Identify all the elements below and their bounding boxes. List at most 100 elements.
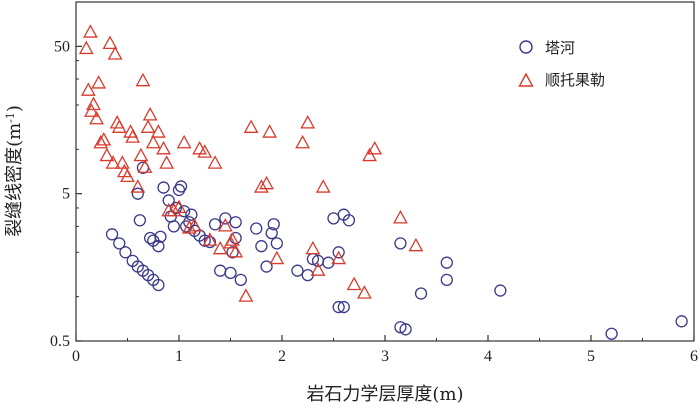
point-tahe [219, 212, 232, 225]
x-tick-label: 6 [690, 348, 698, 365]
point-tahe [255, 240, 268, 253]
point-shuntuoguole [262, 124, 278, 138]
legend-label-tahe: 塔河 [545, 39, 575, 57]
y-axis-title-sup: -1 [4, 112, 17, 123]
point-shuntuoguole [202, 232, 218, 246]
point-tahe [174, 180, 188, 193]
point-tahe [105, 228, 119, 241]
point-shuntuoguole [259, 175, 274, 190]
point-tahe [270, 237, 284, 250]
point-shuntuoguole [102, 35, 118, 49]
point-shuntuoguole [80, 82, 96, 96]
point-tahe [226, 246, 239, 259]
point-tahe [399, 323, 412, 336]
point-shuntuoguole [217, 218, 233, 232]
point-shuntuoguole [207, 155, 223, 169]
point-tahe [332, 300, 345, 314]
point-tahe [157, 181, 170, 194]
point-tahe [162, 194, 175, 207]
legend-marker-tahe [519, 40, 533, 54]
point-tahe [229, 216, 242, 229]
y-tick-label: 50 [54, 38, 70, 55]
point-shuntuoguole [367, 140, 383, 155]
point-tahe [203, 235, 217, 249]
data-points [78, 24, 688, 340]
x-tick-label: 2 [278, 348, 286, 365]
point-tahe [337, 300, 350, 314]
x-tick-label: 1 [175, 348, 183, 365]
point-tahe [675, 315, 688, 328]
point-shuntuoguole [135, 72, 151, 87]
point-tahe [322, 256, 335, 269]
y-tick-label: 0.5 [50, 333, 70, 350]
point-tahe [152, 278, 165, 292]
point-shuntuoguole [331, 250, 347, 265]
point-shuntuoguole [166, 202, 182, 217]
point-shuntuoguole [151, 124, 166, 138]
point-tahe [113, 237, 126, 250]
point-tahe [224, 266, 237, 280]
axis-ticks: 0 1 2 3 4 5 6 0.5 5 50 [50, 38, 698, 365]
x-tick-label: 0 [72, 348, 80, 365]
point-shuntuoguole [105, 155, 121, 169]
point-shuntuoguole [91, 75, 107, 89]
point-tahe [440, 273, 453, 287]
point-tahe [131, 187, 144, 200]
x-tick-label: 4 [484, 348, 492, 365]
point-tahe [414, 287, 428, 300]
legend-label-shuntuoguole: 顺托果勒 [545, 71, 605, 89]
point-shuntuoguole [84, 103, 99, 117]
point-shuntuoguole [310, 262, 326, 276]
point-shuntuoguole [107, 46, 123, 60]
y-tick-label: 5 [62, 186, 70, 203]
point-shuntuoguole [243, 119, 259, 133]
point-shuntuoguole [78, 40, 94, 55]
x-tick-label: 5 [587, 348, 595, 365]
point-shuntuoguole [159, 155, 175, 169]
point-shuntuoguole [171, 199, 187, 214]
point-shuntuoguole [408, 237, 424, 252]
point-tahe [119, 246, 132, 259]
point-shuntuoguole [137, 159, 153, 173]
point-tahe [440, 256, 453, 269]
point-shuntuoguole [300, 115, 316, 129]
point-tahe [342, 214, 356, 227]
point-tahe [208, 218, 222, 231]
point-tahe [214, 264, 227, 277]
y-axis-title-main: 裂缝线密度(m [4, 123, 25, 237]
point-tahe [198, 234, 211, 247]
point-shuntuoguole [156, 140, 171, 155]
point-shuntuoguole [140, 119, 156, 133]
y-axis-title: 裂缝线密度(m-1) [4, 105, 26, 237]
point-shuntuoguole [133, 147, 149, 162]
point-shuntuoguole [228, 243, 244, 258]
point-shuntuoguole [130, 179, 146, 193]
point-shuntuoguole [254, 179, 269, 193]
point-shuntuoguole [86, 96, 101, 111]
point-shuntuoguole [346, 276, 362, 291]
point-shuntuoguole [89, 110, 104, 125]
point-shuntuoguole [96, 132, 112, 146]
point-tahe [394, 321, 407, 334]
point-shuntuoguole [212, 240, 228, 255]
point-shuntuoguole [181, 220, 197, 234]
point-shuntuoguole [111, 119, 127, 133]
point-shuntuoguole [93, 134, 109, 149]
point-tahe [260, 260, 273, 273]
point-shuntuoguole [197, 144, 213, 158]
point-shuntuoguole [393, 209, 408, 224]
point-shuntuoguole [362, 147, 377, 162]
point-shuntuoguole [145, 134, 161, 149]
point-tahe [152, 240, 165, 253]
point-tahe [332, 246, 345, 259]
point-tahe [167, 220, 181, 233]
point-tahe [154, 230, 167, 243]
point-shuntuoguole [123, 124, 138, 138]
point-tahe [291, 264, 304, 277]
point-shuntuoguole [187, 218, 202, 232]
point-shuntuoguole [225, 232, 240, 246]
point-tahe [185, 208, 198, 221]
point-shuntuoguole [295, 134, 310, 149]
y-axis-title-close: ) [4, 105, 25, 112]
